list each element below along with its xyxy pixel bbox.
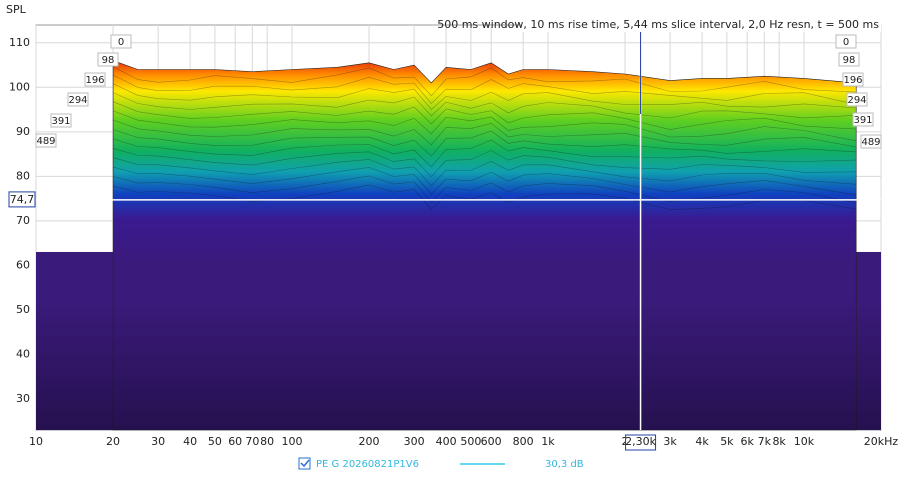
y-axis-label: SPL [6, 3, 27, 16]
x-tick-label: 100 [281, 435, 302, 448]
slice-label-box [838, 52, 860, 67]
x-tick-label: 10 [29, 435, 43, 448]
decay-contour [113, 148, 857, 178]
decay-contour [112, 110, 857, 142]
slice-label-box [50, 113, 72, 128]
x-tick-label: 800 [513, 435, 534, 448]
slice-label: 0 [118, 37, 124, 48]
x-tick-label: 200 [359, 435, 380, 448]
surface [36, 60, 881, 431]
y-tick-label: 60 [16, 258, 30, 271]
slice-label-box [110, 34, 132, 49]
title-box [521, 17, 881, 32]
x-tick-label: 3k [663, 435, 677, 448]
y-tick-label: 50 [16, 303, 30, 316]
y-tick-label: 30 [16, 392, 30, 405]
decay-contour [112, 101, 857, 130]
decay-contour [113, 175, 857, 204]
decay-contour [113, 129, 857, 157]
slice-label-box [846, 92, 868, 107]
slice-label: 196 [843, 75, 862, 86]
x-tick-label: 600 [481, 435, 502, 448]
x-tick-label: 40 [183, 435, 197, 448]
slice-label: 196 [85, 75, 104, 86]
cursor-y-label: 74,7 [10, 193, 35, 206]
slice-label-box [67, 92, 89, 107]
x-tick-label: 70 [245, 435, 259, 448]
cursor-x-label: 2,30k [625, 435, 656, 448]
cursor-y-box [8, 191, 36, 208]
decay-contour [113, 138, 857, 168]
x-tick-label: 400 [436, 435, 457, 448]
shade [36, 300, 881, 430]
x-tick-label: 8k [772, 435, 786, 448]
y-tick-label: 110 [9, 36, 30, 49]
x-tick-label: 7k [758, 435, 772, 448]
cursor-x-box [625, 434, 657, 451]
x-tick-label: 50 [208, 435, 222, 448]
decay-contour [113, 184, 857, 211]
decay-contour [113, 166, 857, 196]
slice-label: 489 [36, 136, 55, 147]
x-tick-label: 60 [228, 435, 242, 448]
slice-label-box [97, 52, 119, 67]
x-tick-label: 4k [695, 435, 709, 448]
x-tick-label: 300 [404, 435, 425, 448]
x-tick-label: 2 [622, 435, 629, 448]
decay-contour [112, 92, 857, 119]
legend-checkbox[interactable] [298, 457, 311, 470]
chart-title: 500 ms window, 10 ms rise time, 5,44 ms … [437, 18, 879, 31]
slice-label: 489 [861, 137, 880, 148]
x-tick-label: 80 [260, 435, 274, 448]
slice-label-box [84, 72, 106, 87]
decay-contour [112, 83, 857, 110]
slice-label: 391 [51, 116, 70, 127]
slice-label: 294 [847, 95, 866, 106]
y-tick-label: 90 [16, 125, 30, 138]
decay-contour [112, 66, 857, 97]
x-tick-label: 1k [541, 435, 555, 448]
decay-contour [113, 119, 857, 148]
x-tick-label: 10k [794, 435, 815, 448]
x-tick-label: 6k [740, 435, 754, 448]
y-tick-label: 70 [16, 214, 30, 227]
checkmark [300, 459, 310, 468]
x-tick-label: 20kHz [864, 435, 899, 448]
y-tick-label: 100 [9, 80, 30, 93]
x-tick-label: 30 [151, 435, 165, 448]
slice-label: 98 [843, 55, 856, 66]
legend-level: 30,3 dB [545, 459, 584, 470]
x-tick-label: 5k [720, 435, 734, 448]
x-tick-label: 500 [460, 435, 481, 448]
decay-contour [113, 157, 857, 187]
decay-contour [112, 74, 857, 105]
slice-label-box [852, 112, 874, 127]
y-tick-label: 40 [16, 347, 30, 360]
slice-label: 294 [68, 95, 87, 106]
legend-name: PE G 20260821P1V6 [316, 459, 419, 470]
slice-label-box [842, 72, 864, 87]
y-tick-label: 80 [16, 169, 30, 182]
slice-label: 391 [853, 115, 872, 126]
slice-label: 0 [843, 37, 849, 48]
slice-label-box [35, 133, 57, 148]
x-tick-label: 20 [106, 435, 120, 448]
slice-label-box [860, 134, 882, 149]
slice-label-box [835, 34, 857, 49]
slice-label: 98 [102, 55, 115, 66]
